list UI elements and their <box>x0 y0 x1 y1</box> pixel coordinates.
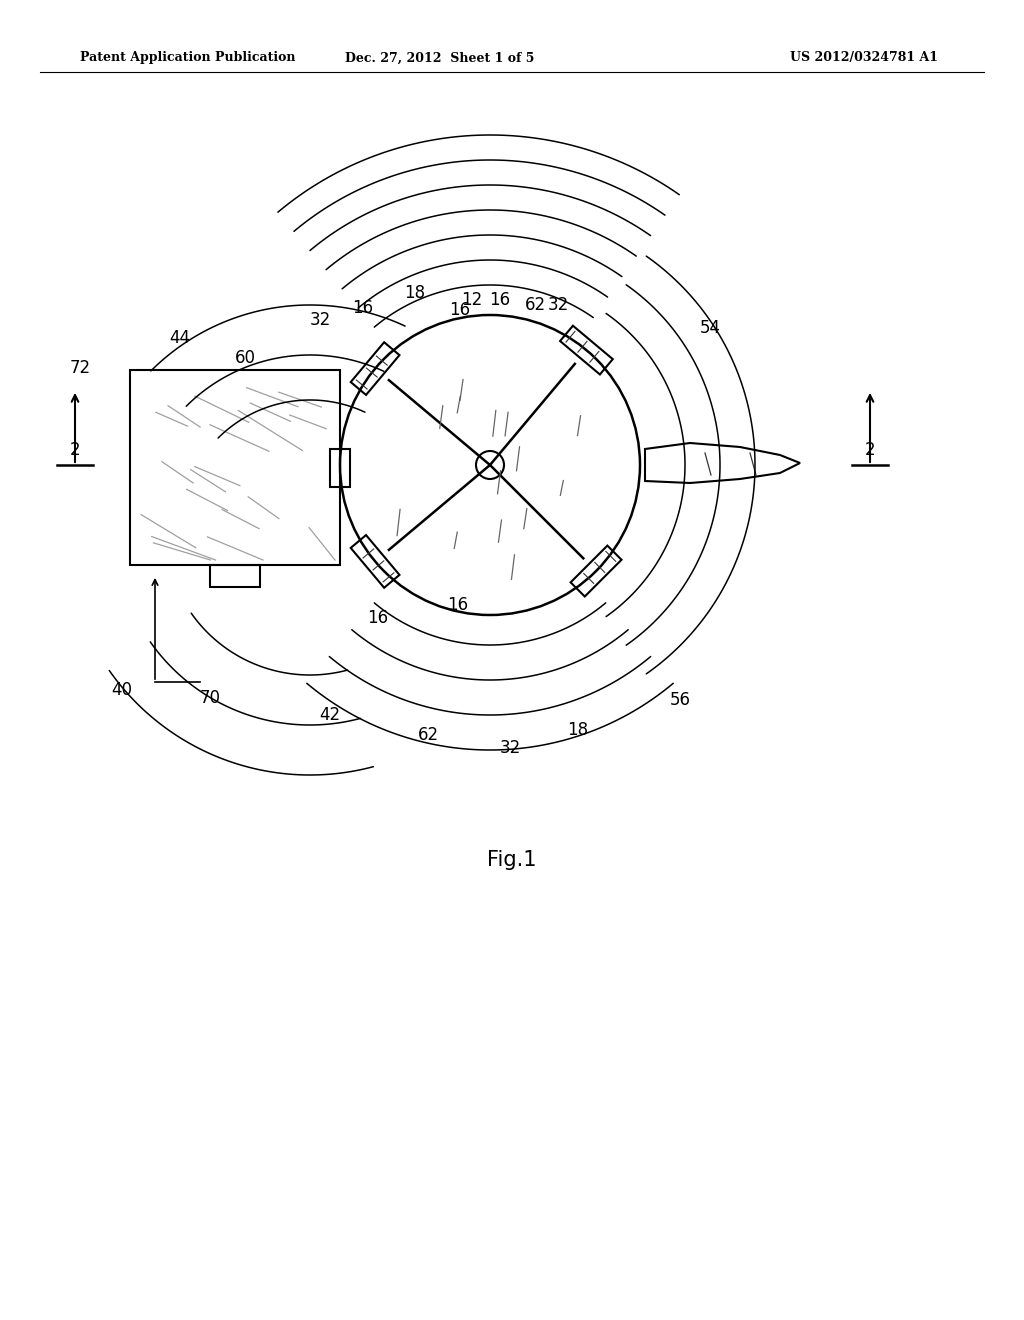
Text: 16: 16 <box>450 301 471 319</box>
Text: 60: 60 <box>234 348 256 367</box>
Text: 2: 2 <box>70 441 80 459</box>
Text: 70: 70 <box>200 689 220 708</box>
Text: 62: 62 <box>418 726 438 744</box>
Text: 32: 32 <box>309 312 331 329</box>
Text: 16: 16 <box>368 609 388 627</box>
Text: 32: 32 <box>548 296 568 314</box>
Text: 2: 2 <box>864 441 876 459</box>
Text: Patent Application Publication: Patent Application Publication <box>80 51 296 65</box>
Text: 72: 72 <box>70 359 90 378</box>
Text: Dec. 27, 2012  Sheet 1 of 5: Dec. 27, 2012 Sheet 1 of 5 <box>345 51 535 65</box>
Text: 16: 16 <box>447 597 469 614</box>
Text: 16: 16 <box>489 290 511 309</box>
Text: 32: 32 <box>500 739 520 756</box>
Circle shape <box>476 451 504 479</box>
Text: 16: 16 <box>352 300 374 317</box>
Text: 12: 12 <box>462 290 482 309</box>
Text: 42: 42 <box>319 706 341 723</box>
Text: 40: 40 <box>112 681 132 700</box>
Text: 44: 44 <box>170 329 190 347</box>
Text: 54: 54 <box>699 319 721 337</box>
Text: 62: 62 <box>524 296 546 314</box>
Text: 56: 56 <box>670 690 690 709</box>
Text: Fig.1: Fig.1 <box>487 850 537 870</box>
Text: US 2012/0324781 A1: US 2012/0324781 A1 <box>790 51 938 65</box>
Text: 18: 18 <box>567 721 589 739</box>
Text: 18: 18 <box>404 284 426 302</box>
